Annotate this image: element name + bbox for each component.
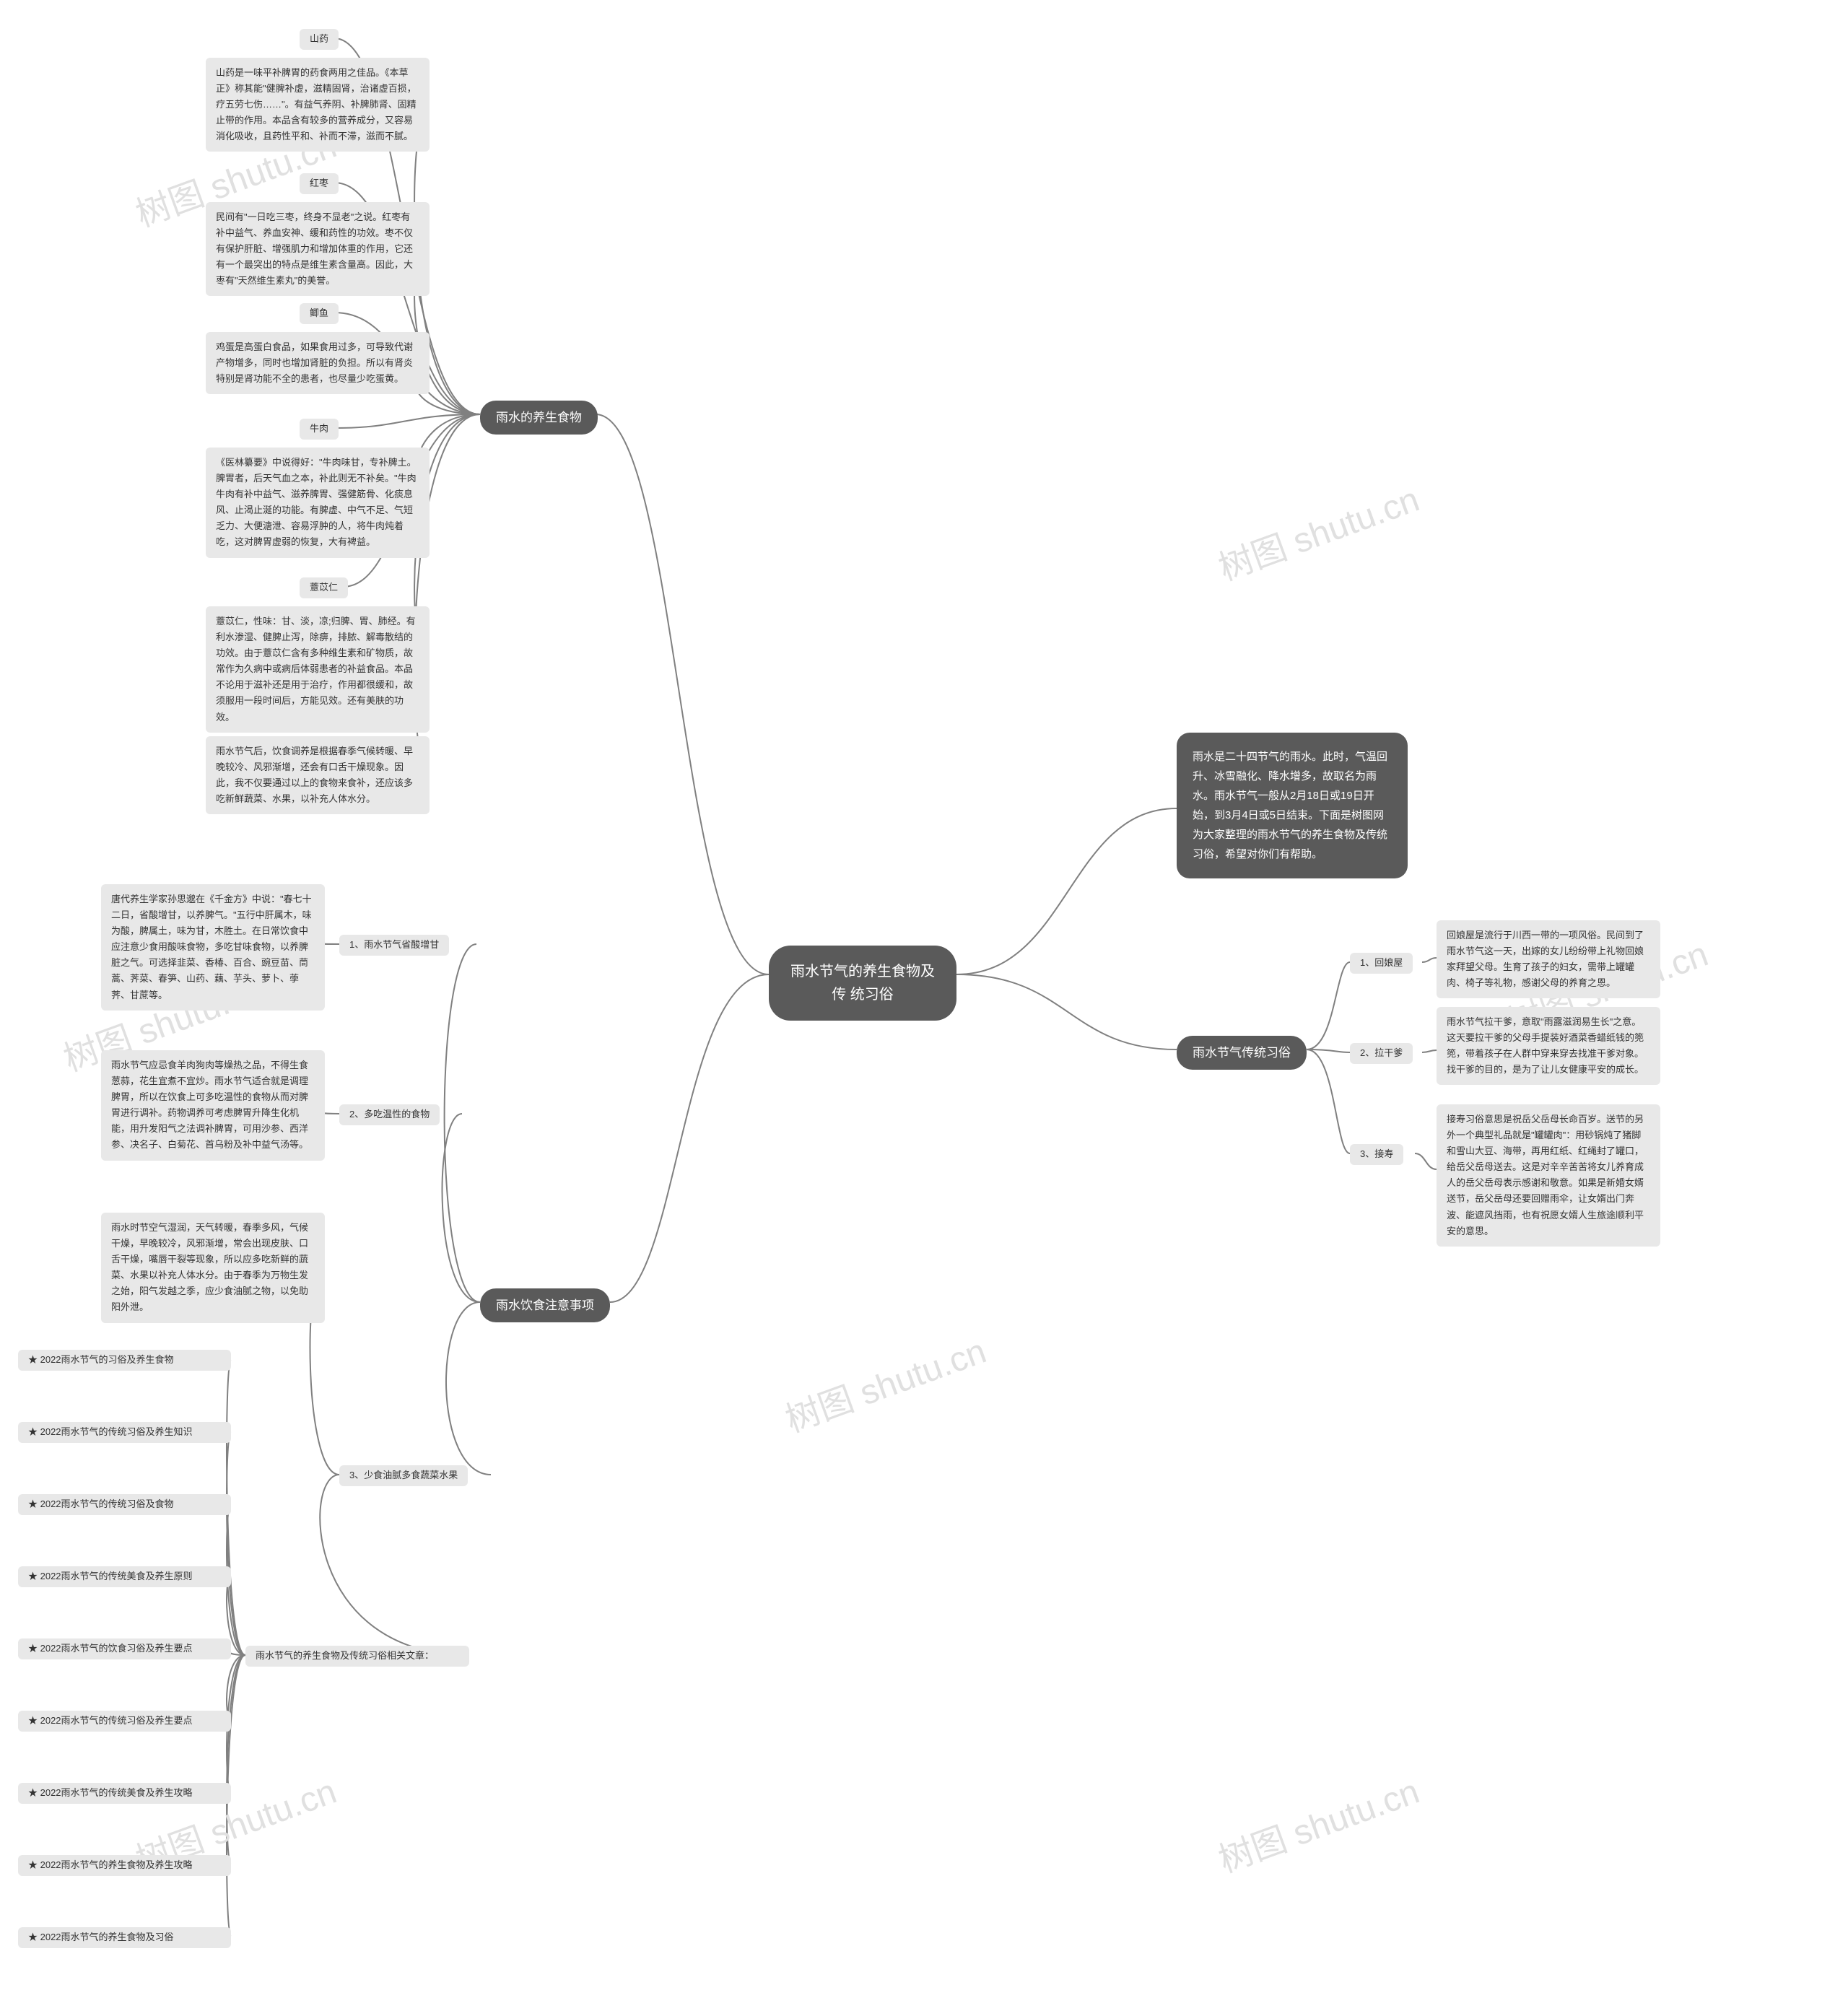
branch-diet: 雨水饮食注意事项 bbox=[480, 1288, 610, 1322]
related-link[interactable]: ★ 2022雨水节气的养生食物及养生攻略 bbox=[18, 1855, 231, 1876]
related-link[interactable]: ★ 2022雨水节气的传统习俗及养生知识 bbox=[18, 1422, 231, 1443]
diet-desc: 唐代养生学家孙思邈在《千金方》中说："春七十二日，省酸增甘，以养脾气。"五行中肝… bbox=[101, 884, 325, 1011]
branch-customs: 雨水节气传统习俗 bbox=[1177, 1036, 1307, 1070]
food-desc: 《医林纂要》中说得好："牛肉味甘，专补脾土。脾胃者，后天气血之本，补此则无不补矣… bbox=[206, 448, 430, 558]
food-desc: 薏苡仁，性味：甘、淡，凉;归脾、胃、肺经。有利水渗湿、健脾止泻，除痹，排脓、解毒… bbox=[206, 606, 430, 733]
mindmap-canvas: 树图 shutu.cn树图 shutu.cn树图 shutu.cn树图 shut… bbox=[0, 0, 1848, 2003]
watermark: 树图 shutu.cn bbox=[777, 1322, 992, 1441]
food-desc: 鸡蛋是高蛋白食品，如果食用过多，可导致代谢产物增多，同时也增加肾脏的负担。所以有… bbox=[206, 332, 430, 394]
related-link[interactable]: ★ 2022雨水节气的饮食习俗及养生要点 bbox=[18, 1638, 231, 1659]
related-link[interactable]: ★ 2022雨水节气的养生食物及习俗 bbox=[18, 1927, 231, 1948]
diet-desc: 雨水时节空气湿润，天气转暖，春季多风，气候干燥，早晚较冷，风邪渐增，常会出现皮肤… bbox=[101, 1213, 325, 1323]
related-link[interactable]: ★ 2022雨水节气的传统习俗及食物 bbox=[18, 1494, 231, 1515]
related-link[interactable]: ★ 2022雨水节气的习俗及养生食物 bbox=[18, 1350, 231, 1371]
food-name: 鲫鱼 bbox=[300, 303, 339, 324]
related-link[interactable]: ★ 2022雨水节气的传统习俗及养生要点 bbox=[18, 1711, 231, 1732]
related-link[interactable]: ★ 2022雨水节气的传统美食及养生原则 bbox=[18, 1566, 231, 1587]
watermark: 树图 shutu.cn bbox=[1211, 471, 1425, 590]
root-node: 雨水节气的养生食物及传 统习俗 bbox=[769, 946, 956, 1021]
custom-desc: 接寿习俗意思是祝岳父岳母长命百岁。送节的另外一个典型礼品就是"罐罐肉"：用砂锅炖… bbox=[1437, 1104, 1660, 1247]
related-title: 雨水节气的养生食物及传统习俗相关文章： bbox=[245, 1646, 469, 1667]
diet-title: 1、雨水节气省酸增甘 bbox=[339, 935, 449, 956]
watermark: 树图 shutu.cn bbox=[1211, 1763, 1425, 1882]
food-name: 山药 bbox=[300, 29, 339, 50]
diet-title: 2、多吃温性的食物 bbox=[339, 1104, 440, 1125]
custom-desc: 回娘屋是流行于川西一带的一项风俗。民间到了雨水节气这一天，出嫁的女儿纷纷带上礼物… bbox=[1437, 920, 1660, 998]
diet-title: 3、少食油腻多食蔬菜水果 bbox=[339, 1465, 468, 1486]
intro-node: 雨水是二十四节气的雨水。此时，气温回升、冰雪融化、降水增多，故取名为雨水。雨水节… bbox=[1177, 733, 1408, 878]
diet-desc: 雨水节气应忌食羊肉狗肉等燥热之品，不得生食葱蒜，花生宜煮不宜炒。雨水节气适合就是… bbox=[101, 1050, 325, 1161]
food-name: 牛肉 bbox=[300, 419, 339, 440]
food-desc: 山药是一味平补脾胃的药食两用之佳品。《本草正》称其能"健脾补虚，滋精固肾，治诸虚… bbox=[206, 58, 430, 152]
related-link[interactable]: ★ 2022雨水节气的传统美食及养生攻略 bbox=[18, 1783, 231, 1804]
food-desc: 雨水节气后，饮食调养是根据春季气候转暖、早晚较冷、风邪渐增，还会有口舌干燥现象。… bbox=[206, 736, 430, 814]
food-desc: 民间有"一日吃三枣，终身不显老"之说。红枣有补中益气、养血安神、缓和药性的功效。… bbox=[206, 202, 430, 296]
food-name: 薏苡仁 bbox=[300, 577, 348, 598]
custom-title: 1、回娘屋 bbox=[1350, 953, 1413, 974]
food-name: 红枣 bbox=[300, 173, 339, 194]
custom-desc: 雨水节气拉干爹，意取"雨露滋润易生长"之意。这天要拉干爹的父母手提装好酒菜香蜡纸… bbox=[1437, 1007, 1660, 1085]
branch-foods: 雨水的养生食物 bbox=[480, 401, 598, 435]
custom-title: 3、接寿 bbox=[1350, 1144, 1403, 1165]
custom-title: 2、拉干爹 bbox=[1350, 1043, 1413, 1064]
